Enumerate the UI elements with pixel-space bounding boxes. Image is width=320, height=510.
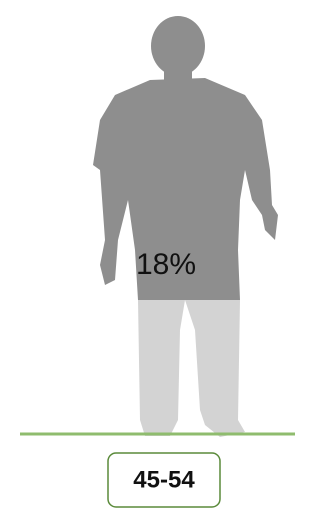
- figure: 18% 45-54: [0, 0, 295, 510]
- person-silhouette: [93, 16, 278, 437]
- page: 18% 45-54 (() => { const data = JSON.par…: [0, 0, 295, 510]
- percent-label: 18%: [136, 248, 196, 281]
- age-group-label: 45-54: [133, 466, 195, 493]
